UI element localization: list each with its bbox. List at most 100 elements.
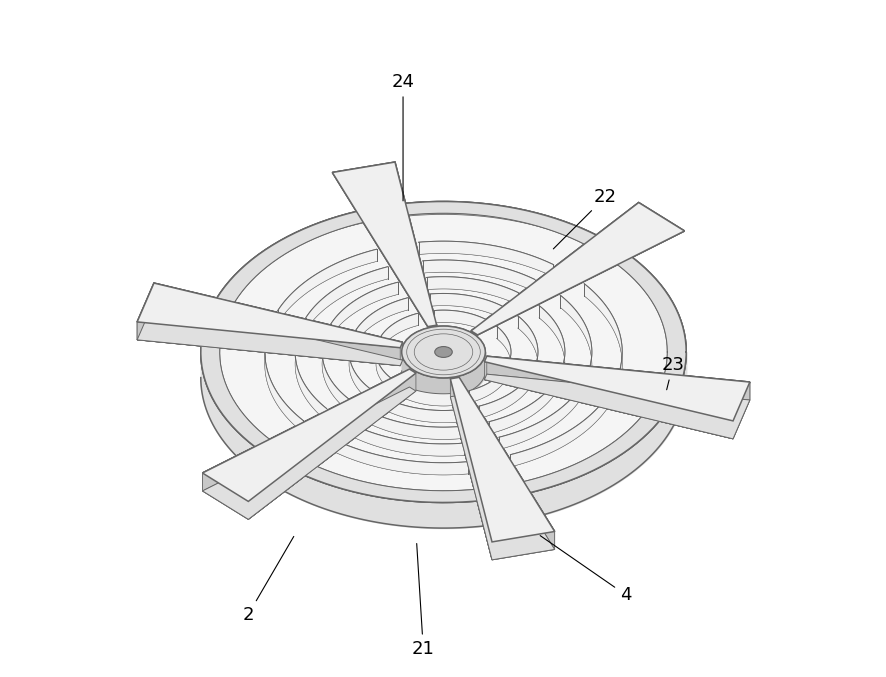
Polygon shape bbox=[401, 385, 453, 406]
Polygon shape bbox=[478, 374, 531, 418]
Polygon shape bbox=[430, 293, 501, 318]
Polygon shape bbox=[295, 339, 326, 420]
Polygon shape bbox=[423, 260, 534, 292]
Polygon shape bbox=[322, 341, 347, 410]
Polygon shape bbox=[560, 295, 591, 377]
Polygon shape bbox=[332, 162, 436, 326]
Polygon shape bbox=[330, 282, 398, 336]
Polygon shape bbox=[450, 379, 492, 560]
Ellipse shape bbox=[401, 326, 485, 378]
Polygon shape bbox=[423, 260, 534, 292]
Polygon shape bbox=[517, 316, 537, 372]
Text: 23: 23 bbox=[660, 357, 683, 390]
Polygon shape bbox=[137, 301, 402, 366]
Polygon shape bbox=[450, 379, 492, 560]
Polygon shape bbox=[248, 373, 416, 519]
Polygon shape bbox=[486, 356, 749, 400]
Polygon shape bbox=[560, 295, 591, 377]
Polygon shape bbox=[385, 398, 456, 422]
Polygon shape bbox=[376, 346, 390, 390]
Polygon shape bbox=[584, 284, 621, 380]
Polygon shape bbox=[352, 424, 463, 456]
Polygon shape bbox=[450, 395, 554, 560]
Polygon shape bbox=[137, 283, 402, 348]
Polygon shape bbox=[459, 377, 554, 550]
Polygon shape bbox=[200, 202, 686, 502]
Polygon shape bbox=[486, 356, 749, 400]
Polygon shape bbox=[509, 393, 609, 467]
Polygon shape bbox=[202, 387, 416, 519]
Polygon shape bbox=[499, 387, 580, 450]
Polygon shape bbox=[137, 301, 402, 366]
Polygon shape bbox=[517, 316, 537, 372]
Polygon shape bbox=[154, 283, 402, 360]
Polygon shape bbox=[202, 369, 416, 502]
Polygon shape bbox=[355, 298, 408, 342]
Polygon shape bbox=[385, 398, 456, 422]
Polygon shape bbox=[430, 293, 501, 318]
Polygon shape bbox=[499, 387, 580, 450]
Polygon shape bbox=[488, 380, 556, 434]
Polygon shape bbox=[349, 344, 369, 400]
Polygon shape bbox=[137, 301, 402, 366]
Polygon shape bbox=[486, 356, 749, 400]
Polygon shape bbox=[584, 284, 621, 380]
Polygon shape bbox=[332, 162, 436, 326]
Polygon shape bbox=[202, 369, 409, 491]
Polygon shape bbox=[202, 369, 416, 502]
Polygon shape bbox=[484, 356, 749, 421]
Polygon shape bbox=[418, 241, 553, 277]
Polygon shape bbox=[333, 439, 468, 475]
Polygon shape bbox=[459, 377, 554, 550]
Polygon shape bbox=[539, 305, 564, 374]
Polygon shape bbox=[265, 336, 302, 433]
Polygon shape bbox=[484, 362, 732, 439]
Polygon shape bbox=[401, 385, 453, 406]
Polygon shape bbox=[484, 362, 732, 439]
Polygon shape bbox=[369, 411, 460, 439]
Polygon shape bbox=[154, 283, 402, 360]
Polygon shape bbox=[137, 322, 400, 366]
Polygon shape bbox=[496, 326, 510, 370]
Polygon shape bbox=[306, 267, 387, 330]
Text: 2: 2 bbox=[242, 536, 293, 624]
Polygon shape bbox=[468, 368, 505, 403]
Polygon shape bbox=[330, 282, 398, 336]
Polygon shape bbox=[352, 424, 463, 456]
Ellipse shape bbox=[434, 347, 452, 357]
Polygon shape bbox=[450, 377, 554, 542]
Ellipse shape bbox=[401, 326, 485, 378]
Polygon shape bbox=[484, 356, 749, 421]
Polygon shape bbox=[484, 356, 749, 421]
Polygon shape bbox=[426, 277, 517, 305]
Polygon shape bbox=[202, 369, 416, 502]
Polygon shape bbox=[450, 395, 554, 560]
Polygon shape bbox=[154, 283, 402, 360]
Text: 24: 24 bbox=[391, 73, 414, 201]
Polygon shape bbox=[202, 387, 416, 519]
Polygon shape bbox=[333, 439, 468, 475]
Polygon shape bbox=[355, 298, 408, 342]
Ellipse shape bbox=[434, 347, 452, 357]
Polygon shape bbox=[509, 393, 609, 467]
Polygon shape bbox=[349, 344, 369, 400]
Polygon shape bbox=[433, 310, 485, 331]
Polygon shape bbox=[376, 346, 390, 390]
Polygon shape bbox=[369, 411, 460, 439]
Polygon shape bbox=[295, 339, 326, 420]
Polygon shape bbox=[277, 249, 377, 323]
Polygon shape bbox=[381, 313, 418, 349]
Polygon shape bbox=[381, 313, 418, 349]
Polygon shape bbox=[277, 249, 377, 323]
Polygon shape bbox=[248, 373, 416, 519]
Text: 4: 4 bbox=[540, 536, 631, 604]
Polygon shape bbox=[484, 374, 749, 439]
Polygon shape bbox=[496, 326, 510, 370]
Polygon shape bbox=[137, 283, 402, 348]
Polygon shape bbox=[202, 387, 416, 519]
Polygon shape bbox=[137, 322, 400, 366]
Polygon shape bbox=[470, 202, 684, 335]
Polygon shape bbox=[322, 341, 347, 410]
Polygon shape bbox=[202, 369, 409, 491]
Polygon shape bbox=[426, 277, 517, 305]
